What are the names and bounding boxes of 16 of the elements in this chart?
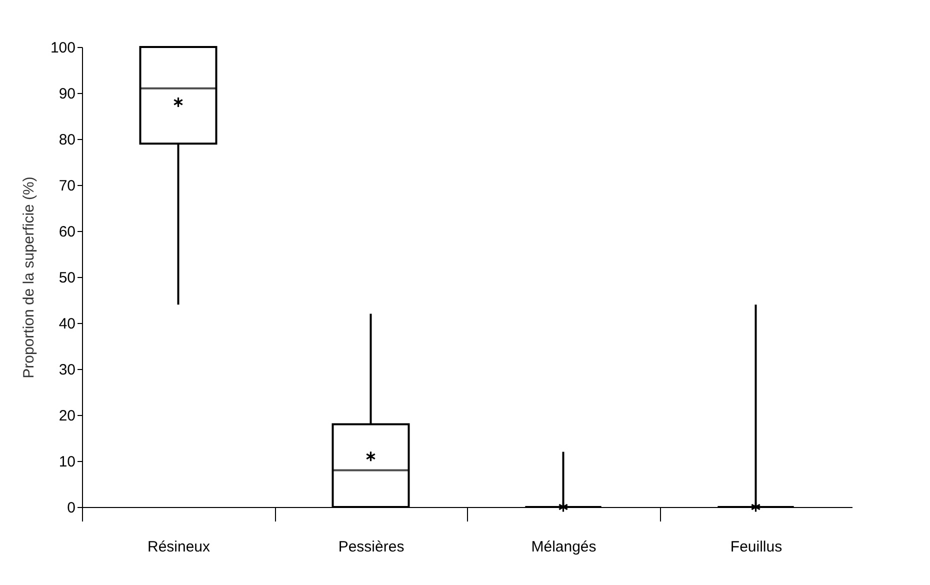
y-tick-label: 20	[58, 408, 76, 424]
x-tick-label: Mélangés	[531, 538, 596, 556]
x-tick-label: Feuillus	[730, 538, 782, 556]
y-tick-label: 70	[58, 178, 76, 194]
y-tick-label: 0	[67, 500, 76, 516]
y-tick-label: 30	[58, 362, 76, 378]
y-tick-label: 50	[58, 270, 76, 286]
y-tick-label: 90	[58, 86, 76, 102]
x-tick-label: Résineux	[147, 538, 211, 556]
y-tick-label: 60	[58, 224, 76, 240]
y-tick-label: 100	[50, 40, 76, 56]
y-tick-label: 10	[58, 454, 76, 470]
x-tick-label: Pessières	[338, 538, 404, 556]
y-tick-label: 80	[58, 132, 76, 148]
y-tick-label: 40	[58, 316, 76, 332]
y-axis-title: Proportion de la superficie (%)	[20, 176, 38, 378]
